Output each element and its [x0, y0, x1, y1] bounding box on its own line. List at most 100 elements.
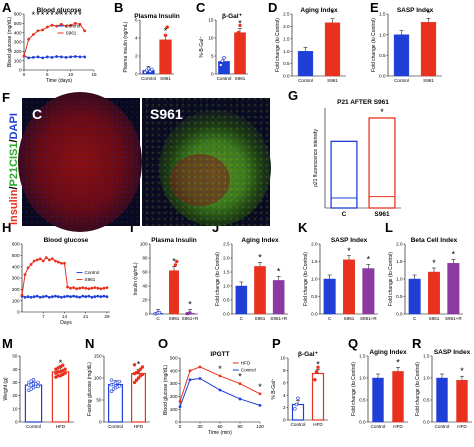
bar-G-1: [368, 117, 396, 209]
x-tick-label-R-1: HFD: [457, 424, 467, 429]
data-point-N-1-4: [140, 372, 145, 377]
series-point-A-0-8: [59, 55, 63, 59]
data-point-P-0-1: [294, 402, 299, 407]
data-point-B-1-0: [160, 48, 164, 53]
series-point-H-1-3: [29, 263, 33, 266]
x-tick-label-O-4: 120: [256, 424, 264, 429]
title-R: SASP Index: [434, 349, 471, 356]
title-I: Plasma Insulin: [151, 237, 197, 244]
panel-letter-e: E: [370, 0, 379, 15]
y-tick-label-H-6: 600: [12, 242, 20, 247]
series-point-A-0-9: [64, 56, 68, 59]
chart-M: 0 10 20 30 40 50 Weight (g) Control * HFD: [3, 354, 74, 429]
series-point-H-1-11: [53, 259, 57, 263]
y-tick-label-H-5: 500: [12, 253, 20, 258]
y-tick-label-C-3: 15: [208, 18, 214, 23]
series-point-A-1-5: [45, 25, 49, 29]
panel-letter-b: B: [114, 0, 123, 15]
y-tick-label-L-1: 0.5: [396, 294, 403, 299]
bar-R-0: [436, 377, 448, 423]
series-point-H-1-2: [26, 266, 30, 270]
y-tick-label-R-1: 0.5: [423, 398, 430, 403]
significance-K-2: *: [367, 255, 371, 265]
panel-letter-c: C: [196, 0, 206, 15]
y-tick-label-O-1: 100: [170, 407, 178, 412]
series-point-H-1-28: [105, 286, 109, 290]
series-point-A-0-5: [45, 55, 49, 59]
series-point-H-1-27: [102, 286, 106, 290]
series-point-H-0-17: [72, 294, 75, 298]
series-point-A-1-13: [83, 29, 87, 33]
significance-I-1: *: [172, 257, 176, 267]
y-tick-label-D-4: 2.0: [283, 24, 290, 29]
significance-N-1: *: [137, 360, 141, 370]
micrograph-label-s961: S961: [150, 106, 183, 122]
significance-L-1: *: [432, 258, 436, 268]
significance-A-8: *: [69, 10, 73, 20]
bar-K-2: [362, 268, 375, 315]
y-axis-label-P: % B-Gal⁺: [271, 378, 277, 400]
y-tick-label-P-3: 6: [283, 380, 286, 385]
y-tick-label-P-0: 0: [283, 418, 286, 423]
series-point-O-0-5: [258, 392, 262, 396]
y-axis-label-I: Insulin (ng/mL): [133, 262, 139, 295]
data-point-I-1-0: [169, 280, 173, 285]
x-tick-label-M-0: Control: [26, 424, 41, 429]
y-tick-label-B-3: 6: [135, 18, 138, 23]
series-point-H-0-23: [90, 295, 94, 299]
bar-J-1: [254, 266, 266, 315]
y-tick-label-C-1: 5: [211, 54, 214, 59]
y-tick-label-K-4: 2.0: [311, 242, 318, 247]
y-tick-label-J-4: 2.0: [223, 256, 230, 261]
bar-K-1: [343, 259, 356, 315]
bar-M-1: [51, 371, 70, 423]
x-tick-label-O-0: 0: [179, 424, 182, 429]
series-point-H-0-8: [44, 294, 48, 298]
y-tick-label-H-2: 200: [12, 287, 20, 292]
x-tick-label-Q-0: Control: [371, 424, 386, 429]
series-point-H-0-12: [57, 295, 60, 299]
series-point-A-1-12: [78, 22, 82, 26]
series-point-H-0-5: [35, 294, 39, 298]
x-tick-label-L-2: S961+R: [445, 316, 462, 321]
series-point-H-1-9: [47, 258, 51, 262]
x-tick-label-H-0: 7: [42, 314, 45, 319]
series-point-H-1-1: [23, 273, 27, 276]
panel-letter-f: F: [2, 90, 10, 105]
x-tick-label-J-0: C: [240, 316, 244, 321]
y-axis-label-D: Fold change (to Control): [275, 18, 281, 72]
series-point-H-0-6: [38, 295, 42, 299]
series-point-A-0-12: [78, 55, 82, 59]
y-tick-label-O-5: 500: [170, 356, 178, 361]
y-tick-label-I-4: 80: [142, 256, 148, 261]
y-axis-label-K: Fold change (to Control): [303, 252, 309, 306]
significance-Q-1: *: [396, 357, 400, 367]
series-point-A-0-1: [27, 56, 31, 60]
legend-label-A-1: S961: [66, 31, 77, 36]
significance-O-0: *: [218, 364, 222, 374]
y-tick-label-D-3: 1.5: [283, 36, 290, 41]
y-axis-label-L: Fold change (to Control): [388, 252, 394, 306]
series-point-H-0-13: [60, 295, 63, 299]
y-tick-label-R-0: 0.0: [423, 420, 430, 425]
series-point-A-1-9: [64, 24, 68, 28]
bar-G-0: [330, 140, 358, 209]
x-axis-label-O: Time (min): [208, 430, 232, 436]
y-axis-label-R: Fold change (to Control): [415, 362, 421, 416]
series-point-H-0-3: [29, 295, 33, 299]
y-tick-label-A-4: 400: [14, 30, 22, 35]
series-point-H-1-8: [44, 256, 48, 259]
title-Q: Aging Index: [369, 349, 407, 356]
series-point-A-1-6: [50, 23, 54, 27]
x-tick-label-J-1: S961: [255, 316, 266, 321]
data-point-B-0-2: [146, 66, 151, 71]
x-tick-label-H-2: 21: [83, 314, 89, 319]
y-axis-label-B: Plasma insulin (ng/mL): [123, 21, 129, 72]
bar-J-2: [272, 280, 285, 315]
series-point-H-1-12: [57, 260, 60, 264]
y-tick-label-L-0: 0.0: [396, 312, 403, 317]
micrograph-label-control: C: [32, 106, 42, 122]
series-point-H-1-24: [93, 286, 97, 290]
series-point-O-0-2: [198, 365, 202, 369]
